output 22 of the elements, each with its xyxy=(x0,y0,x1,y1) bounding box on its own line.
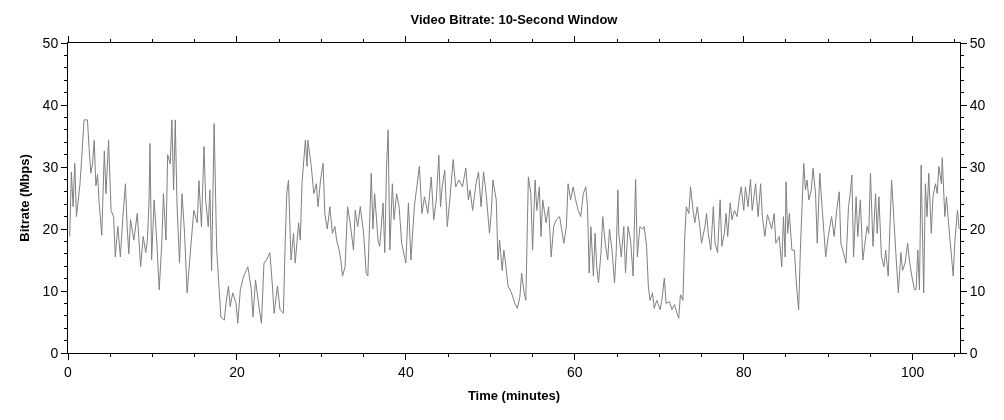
x-tick-label: 100 xyxy=(901,363,925,380)
x-tick-label: 80 xyxy=(735,363,752,380)
chart-title: Video Bitrate: 10-Second Window xyxy=(410,11,619,27)
y-tick-label: 50 xyxy=(42,34,59,51)
y-tick-label: 40 xyxy=(42,96,59,113)
y-axis-title: Bitrate (Mbps) xyxy=(16,154,32,242)
x-tick-label: 60 xyxy=(567,363,583,380)
y-tick-label: 20 xyxy=(42,220,59,237)
y2-tick-label: 40 xyxy=(969,96,986,113)
y2-tick-label: 10 xyxy=(969,282,986,299)
line-series xyxy=(69,119,960,324)
x-axis-title: Time (minutes) xyxy=(467,388,561,404)
y2-tick-label: 50 xyxy=(969,34,986,51)
y2-tick-label: 30 xyxy=(969,158,986,175)
x-tick-label: 40 xyxy=(398,363,414,380)
y-tick-label: 10 xyxy=(42,282,59,299)
x-tick-label: 20 xyxy=(229,363,245,380)
y2-tick-label: 0 xyxy=(969,344,978,361)
y-tick-label: 0 xyxy=(50,344,59,361)
y-tick-label: 30 xyxy=(42,158,59,175)
y2-tick-label: 20 xyxy=(969,220,986,237)
x-tick-label: 0 xyxy=(64,363,73,380)
